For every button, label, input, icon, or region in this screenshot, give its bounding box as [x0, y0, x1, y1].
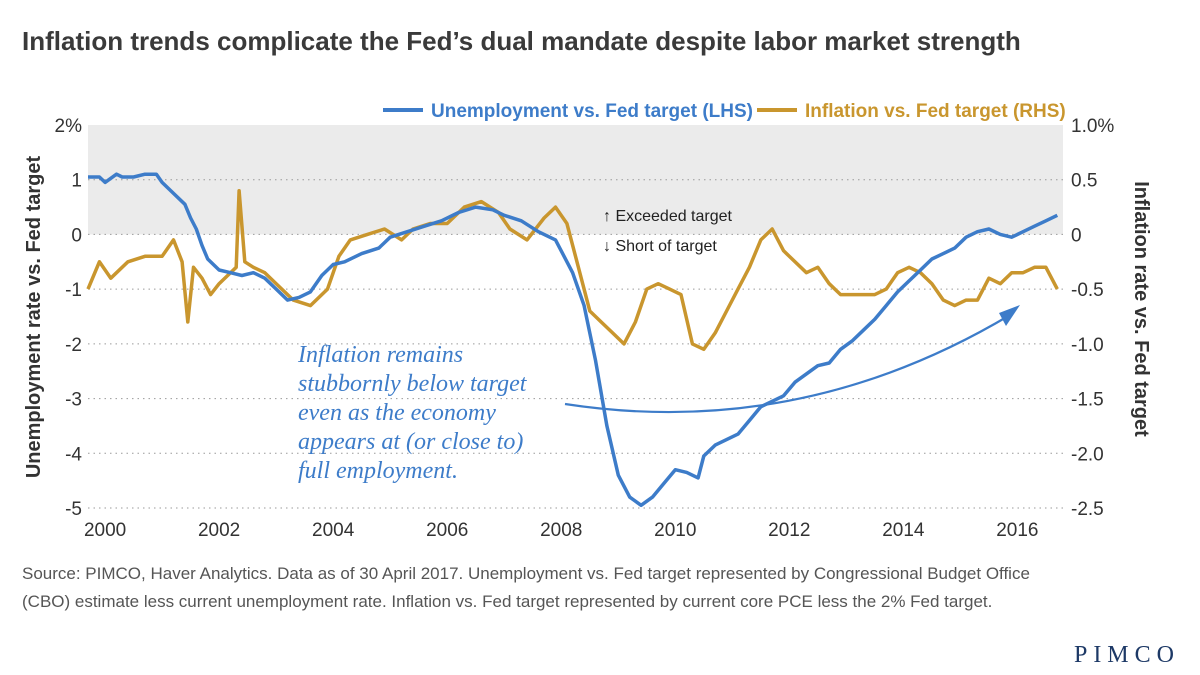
right-tick-label: 0.5 — [1071, 171, 1097, 192]
right-tick-label: -2.0 — [1071, 444, 1104, 465]
x-tick-label: 2002 — [198, 520, 240, 541]
right-tick-label: 1.0% — [1071, 116, 1114, 137]
callout-line-3: even as the economy — [298, 400, 496, 426]
callout-line-5: full employment. — [298, 458, 458, 484]
left-tick-label: -5 — [65, 499, 82, 520]
callout-arrow-head — [999, 305, 1020, 326]
x-tick-label: 2004 — [312, 520, 355, 541]
callout-line-4: appears at (or close to) — [298, 429, 523, 455]
source-line-1: Source: PIMCO, Haver Analytics. Data as … — [22, 564, 1030, 583]
x-tick-label: 2014 — [882, 520, 925, 541]
x-tick-label: 2016 — [996, 520, 1038, 541]
x-tick-label: 2000 — [84, 520, 126, 541]
pimco-logo: PIMCO — [1074, 642, 1180, 668]
left-axis-title: Unemployment rate vs. Fed target — [23, 156, 45, 479]
callout-line-1: Inflation remains — [297, 342, 463, 368]
callout-arrow — [564, 314, 1011, 414]
left-tick-label: 0 — [71, 225, 82, 246]
right-axis-ticks: 1.0% 0.5 0 -0.5 -1.0 -1.5 -2.0 -2.5 — [1071, 116, 1114, 520]
right-axis-title: Inflation rate vs. Fed target — [1130, 181, 1152, 437]
callout-line-2: stubbornly below target — [298, 371, 528, 397]
x-tick-label: 2006 — [426, 520, 468, 541]
series-line-unemployment — [88, 172, 1059, 508]
left-tick-label: -2 — [65, 335, 82, 356]
right-tick-label: 0 — [1071, 225, 1082, 246]
legend: Unemployment vs. Fed target (LHS) Inflat… — [383, 101, 1066, 122]
left-axis-ticks: 2% 1 0 -1 -2 -3 -4 -5 — [55, 116, 83, 520]
right-tick-label: -2.5 — [1071, 499, 1104, 520]
left-tick-label: 1 — [71, 171, 82, 192]
callout-text: Inflation remains stubbornly below targe… — [297, 342, 528, 484]
legend-label-unemployment: Unemployment vs. Fed target (LHS) — [431, 101, 753, 122]
right-tick-label: -0.5 — [1071, 280, 1104, 301]
x-tick-label: 2008 — [540, 520, 582, 541]
right-tick-label: -1.5 — [1071, 390, 1104, 411]
left-tick-label: -4 — [65, 444, 82, 465]
x-axis-ticks: 2000 2002 2004 2006 2008 2010 2012 2014 2016 — [84, 520, 1039, 541]
left-tick-label: -3 — [65, 390, 82, 411]
series-line-inflation — [86, 188, 1059, 352]
shaded-band — [88, 125, 1063, 235]
left-tick-label: -1 — [65, 280, 82, 301]
source-line-2: (CBO) estimate less current unemployment… — [22, 592, 992, 611]
annotation-exceeded-target: ↑ Exceeded target — [603, 208, 733, 225]
legend-label-inflation: Inflation vs. Fed target (RHS) — [805, 101, 1066, 122]
x-tick-label: 2010 — [654, 520, 696, 541]
right-tick-label: -1.0 — [1071, 335, 1104, 356]
chart-title: Inflation trends complicate the Fed’s du… — [22, 26, 1021, 56]
left-tick-label: 2% — [55, 116, 83, 137]
x-tick-label: 2012 — [768, 520, 810, 541]
annotation-short-of-target: ↓ Short of target — [603, 238, 717, 255]
